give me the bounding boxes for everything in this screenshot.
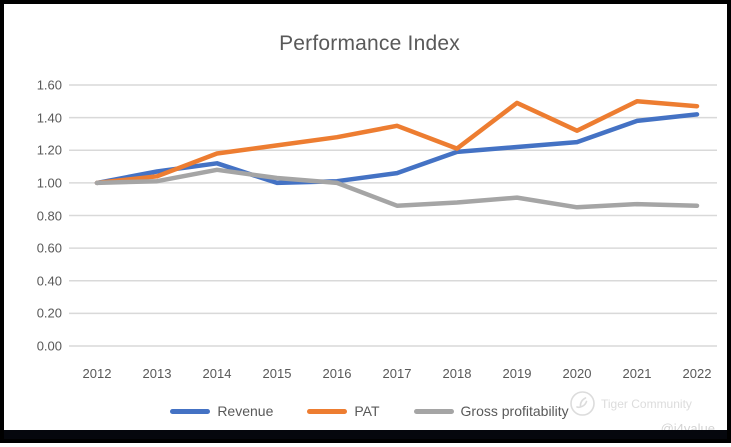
y-axis-tick-label: 1.00 bbox=[36, 175, 62, 191]
legend-label: Revenue bbox=[217, 403, 274, 419]
y-axis-tick-label: 0.60 bbox=[36, 240, 62, 256]
chart-title: Performance Index bbox=[279, 32, 460, 55]
legend-item-pat: PAT bbox=[307, 403, 380, 419]
legend-item-gross-profitability: Gross profitability bbox=[413, 403, 569, 419]
x-axis-tick-label: 2020 bbox=[562, 366, 592, 381]
y-axis-tick-label: 0.40 bbox=[36, 273, 62, 289]
series-line-gross-profitability bbox=[94, 167, 700, 210]
x-axis-tick-label: 2015 bbox=[262, 366, 292, 381]
legend: Revenue PAT Gross profitability bbox=[4, 403, 731, 419]
x-axis-tick-label: 2013 bbox=[142, 366, 172, 381]
y-axis-tick-label: 1.40 bbox=[36, 110, 62, 126]
y-axis-tick-label: 0.00 bbox=[36, 338, 62, 354]
y-axis-tick-label: 1.20 bbox=[36, 142, 62, 158]
watermark-brand-text: Tiger Community bbox=[601, 396, 692, 411]
y-axis-tick-label: 1.60 bbox=[36, 77, 62, 93]
x-axis-tick-label: 2019 bbox=[502, 366, 532, 381]
series-line-revenue bbox=[94, 112, 700, 186]
legend-label: Gross profitability bbox=[460, 403, 569, 419]
performance-index-line-chart bbox=[69, 84, 717, 347]
legend-item-revenue: Revenue bbox=[170, 403, 273, 419]
x-axis-tick-label: 2016 bbox=[322, 366, 352, 381]
legend-swatch-icon bbox=[413, 408, 454, 414]
y-axis-tick-label: 0.20 bbox=[36, 305, 62, 321]
x-axis-tick-label: 2021 bbox=[622, 366, 652, 381]
legend-swatch-icon bbox=[307, 408, 348, 414]
x-axis-tick-label: 2017 bbox=[382, 366, 412, 381]
tiger-community-logo-icon bbox=[570, 391, 595, 416]
legend-swatch-icon bbox=[170, 408, 211, 414]
series-line-pat bbox=[94, 99, 700, 186]
x-axis-tick-label: 2022 bbox=[682, 366, 712, 381]
legend-label: PAT bbox=[354, 403, 380, 419]
bottom-bar bbox=[4, 430, 727, 439]
y-axis-tick-label: 0.80 bbox=[36, 208, 62, 223]
x-axis-tick-label: 2018 bbox=[442, 366, 472, 381]
x-axis-tick-label: 2012 bbox=[82, 366, 112, 381]
x-axis-tick-label: 2014 bbox=[202, 366, 232, 381]
